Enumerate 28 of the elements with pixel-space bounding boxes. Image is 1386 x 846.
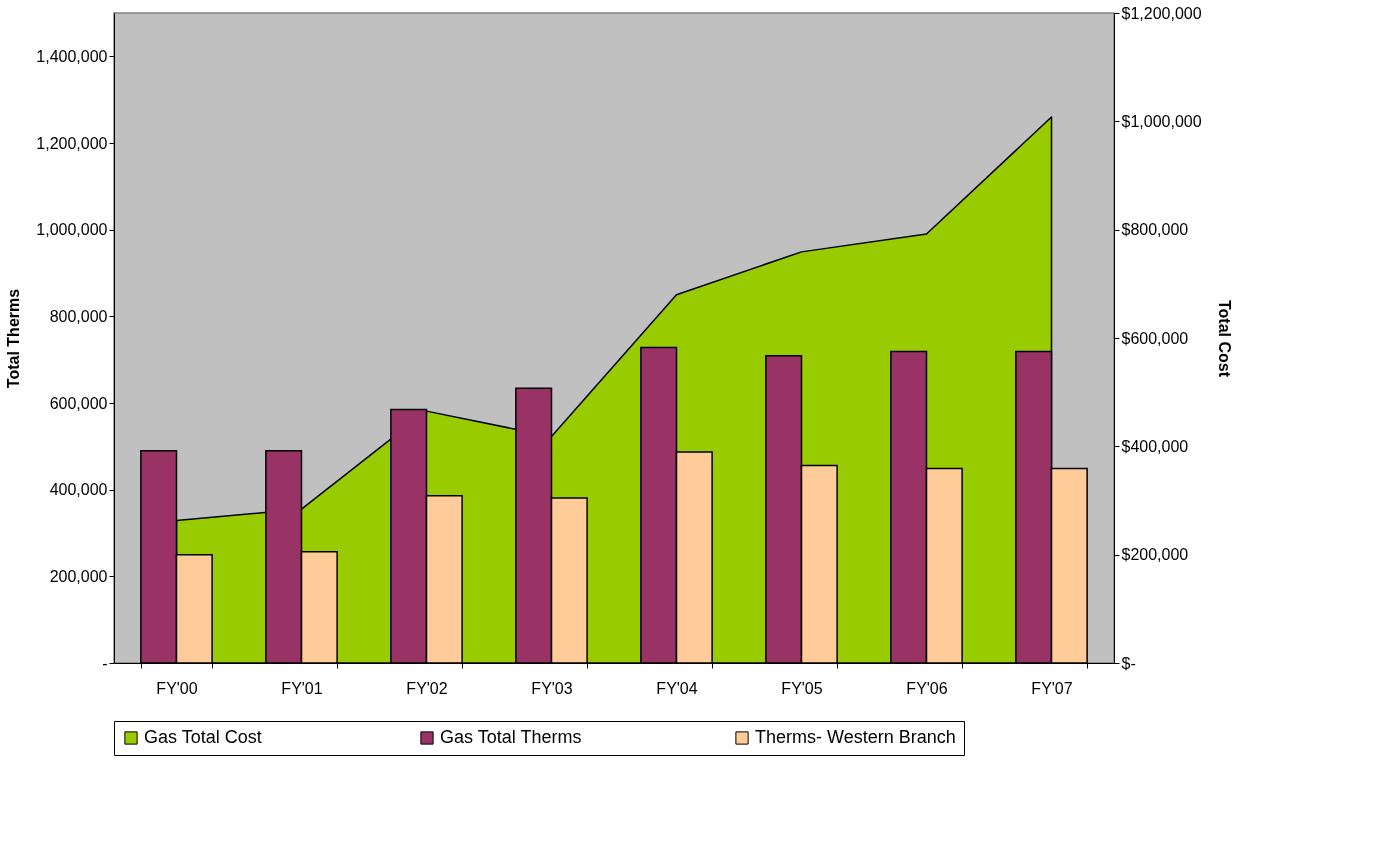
y2-axis-title: Total Cost (1215, 299, 1233, 378)
legend-label: Gas Total Cost (144, 727, 262, 747)
x-tick-label: FY'05 (781, 679, 823, 697)
y2-tick-label: $- (1121, 654, 1136, 672)
y-tick-label: 800,000 (49, 307, 108, 325)
x-tick-label: FY'04 (656, 679, 698, 697)
y-tick-label: 200,000 (49, 567, 108, 585)
x-tick-label: FY'07 (1031, 679, 1073, 697)
y-axis-title: Total Therms (5, 288, 23, 389)
x-tick-label: FY'06 (906, 679, 948, 697)
legend-label: Therms- Western Branch (755, 727, 956, 747)
x-tick-label: FY'02 (406, 679, 448, 697)
y2-tick-label: $1,200,000 (1121, 4, 1202, 22)
x-tick-label: FY'00 (156, 679, 198, 697)
y-tick-label: - (102, 654, 108, 672)
x-tick-label: FY'03 (531, 679, 573, 697)
y-tick-label: 1,000,000 (36, 221, 108, 239)
x-tick-label: FY'01 (281, 679, 323, 697)
y-tick-label: 1,200,000 (36, 134, 108, 152)
y2-tick-label: $800,000 (1121, 221, 1189, 239)
y-tick-label: 600,000 (49, 394, 108, 412)
y2-tick-label: $200,000 (1121, 546, 1189, 564)
y2-tick-label: $400,000 (1121, 437, 1189, 455)
legend-label: Gas Total Therms (440, 727, 582, 747)
y-tick-label: 1,400,000 (36, 47, 108, 65)
y2-tick-label: $1,000,000 (1121, 112, 1202, 130)
y-tick-label: 400,000 (49, 481, 108, 499)
y2-tick-label: $600,000 (1121, 329, 1189, 347)
